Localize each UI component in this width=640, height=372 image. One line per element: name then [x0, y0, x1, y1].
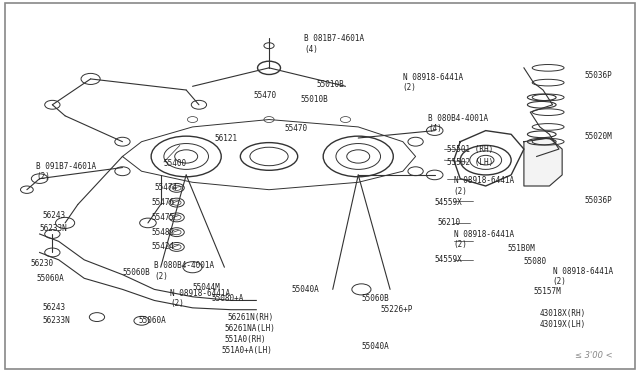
Text: 55157M: 55157M: [534, 287, 561, 296]
Text: 55080: 55080: [524, 257, 547, 266]
Text: 56230: 56230: [30, 259, 53, 268]
Text: 56121: 56121: [215, 134, 238, 142]
Text: 55476: 55476: [151, 198, 174, 207]
Text: 55060B: 55060B: [122, 268, 150, 277]
Text: 55036P: 55036P: [584, 71, 612, 80]
Text: 55010B: 55010B: [301, 95, 328, 104]
Text: 55474: 55474: [154, 183, 177, 192]
Text: 56261N(RH): 56261N(RH): [228, 312, 274, 321]
Text: 55044M: 55044M: [193, 283, 220, 292]
Text: ≤ 3'00 <: ≤ 3'00 <: [575, 350, 613, 359]
Text: 55040A: 55040A: [362, 342, 389, 351]
Text: 55040A: 55040A: [291, 285, 319, 294]
Text: 55400: 55400: [164, 159, 187, 169]
Text: 54559X: 54559X: [435, 198, 463, 207]
Polygon shape: [524, 138, 562, 186]
Text: 55226+P: 55226+P: [381, 305, 413, 314]
Text: 55060B: 55060B: [362, 294, 389, 303]
Text: 56233N: 56233N: [40, 224, 67, 233]
Text: 55424: 55424: [151, 243, 174, 251]
Text: 43018X(RH): 43018X(RH): [540, 309, 586, 318]
Text: 551A0(RH): 551A0(RH): [225, 335, 266, 344]
Text: B 080B4-4001A
(2): B 080B4-4001A (2): [154, 261, 214, 280]
Text: 55020M: 55020M: [584, 132, 612, 141]
Text: 56243: 56243: [43, 211, 66, 220]
Text: N 08918-6441A
(2): N 08918-6441A (2): [454, 176, 514, 196]
Text: 55470: 55470: [285, 124, 308, 133]
Text: 56210: 56210: [438, 218, 461, 227]
Text: 55060A: 55060A: [36, 274, 64, 283]
Text: 55010B: 55010B: [317, 80, 344, 89]
Text: 551A0+A(LH): 551A0+A(LH): [221, 346, 272, 355]
Text: 56233N: 56233N: [43, 316, 70, 325]
Text: 54559X: 54559X: [435, 255, 463, 264]
Text: 55060A: 55060A: [138, 316, 166, 325]
Text: 55502 (LH): 55502 (LH): [447, 157, 493, 167]
Text: N 08918-6441A
(2): N 08918-6441A (2): [403, 73, 463, 92]
Text: N 08918-6441A
(2): N 08918-6441A (2): [552, 267, 612, 286]
Text: 55475: 55475: [151, 213, 174, 222]
Text: 55470: 55470: [253, 91, 276, 100]
Text: 55482: 55482: [151, 228, 174, 237]
Text: B 081B7-4601A
(4): B 081B7-4601A (4): [304, 34, 364, 54]
Text: 55036P: 55036P: [584, 196, 612, 205]
Text: N 08918-6441A
(2): N 08918-6441A (2): [454, 230, 514, 249]
Text: 56243: 56243: [43, 303, 66, 312]
Text: B 080B4-4001A
(4): B 080B4-4001A (4): [428, 113, 488, 133]
Text: 55501 (RH): 55501 (RH): [447, 145, 493, 154]
Text: N 08918-6441A
(2): N 08918-6441A (2): [170, 289, 230, 308]
Text: 551B0M: 551B0M: [508, 244, 536, 253]
Text: 43019X(LH): 43019X(LH): [540, 320, 586, 329]
Text: 55080+A: 55080+A: [212, 294, 244, 303]
Text: 56261NA(LH): 56261NA(LH): [225, 324, 275, 333]
Text: B 091B7-4601A
(2): B 091B7-4601A (2): [36, 161, 97, 181]
